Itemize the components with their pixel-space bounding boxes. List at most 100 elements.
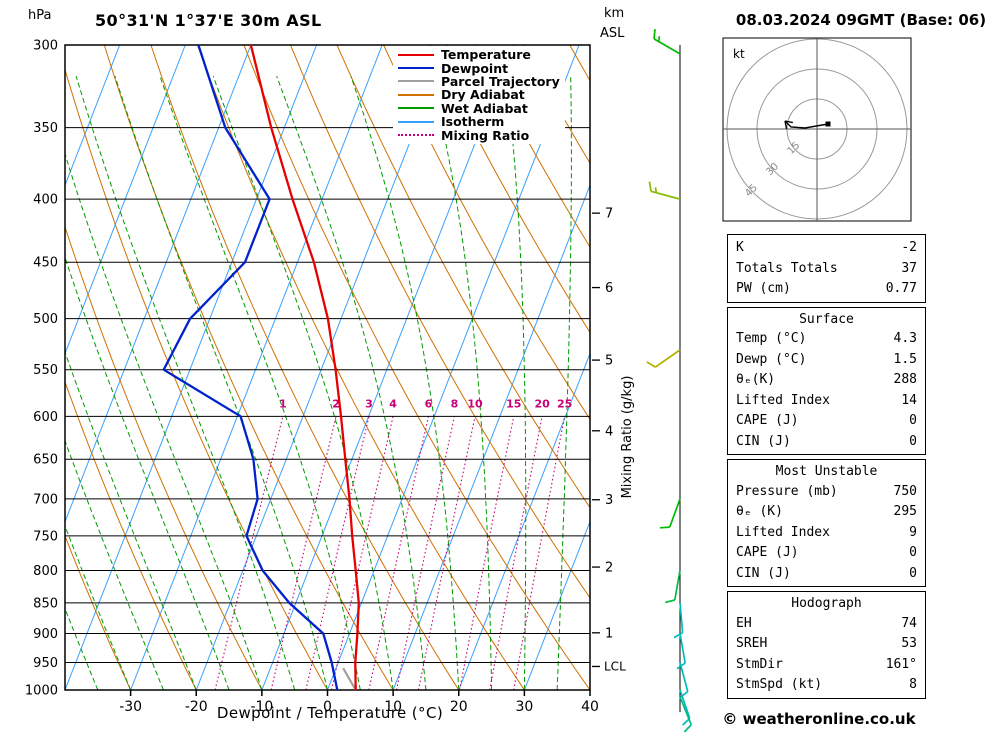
row-value: 0.77 <box>885 281 917 296</box>
table-row: Lifted Index 9 <box>728 523 925 544</box>
legend-item: Isotherm <box>398 115 560 128</box>
legend-line-swatch <box>398 53 434 56</box>
row-value: 53 <box>901 636 917 651</box>
row-label: Totals Totals <box>736 260 838 276</box>
isobars-and-pressure-labels: 300 350 400 450 500 550 600 650 700 750 800 850 900 9… <box>25 39 590 699</box>
row-label: SREH <box>736 636 768 651</box>
row-label: CIN (J) <box>736 565 791 581</box>
row-value: -2 <box>901 240 917 255</box>
svg-text:-20: -20 <box>185 699 208 715</box>
table-row: θₑ (K) 295 <box>728 502 925 523</box>
legend-line-swatch <box>398 80 434 83</box>
table-row: Dewp (°C) 1.5 <box>728 350 925 371</box>
svg-text:20: 20 <box>534 397 550 410</box>
svg-text:300: 300 <box>33 39 58 54</box>
table-row: CIN (J) 0 <box>728 432 925 453</box>
chart-legend: Temperature Dewpoint Parcel Trajectory Dry … <box>393 46 565 144</box>
svg-text:10: 10 <box>467 397 483 410</box>
row-label: CAPE (J) <box>736 545 799 560</box>
section-title: Surface <box>799 311 854 327</box>
legend-item: Temperature <box>398 48 560 61</box>
row-label: Lifted Index <box>736 524 830 540</box>
table-row: θₑ(K) 288 <box>728 370 925 391</box>
row-value: 1.5 <box>893 351 917 367</box>
svg-text:850: 850 <box>33 596 58 611</box>
table-row: SREH 53 <box>728 634 925 655</box>
table-row: CAPE (J) 0 <box>728 543 925 564</box>
legend-item: Dry Adiabat <box>398 88 560 101</box>
legend-label: Wet Adiabat <box>441 100 528 116</box>
row-label: CIN (J) <box>736 433 791 449</box>
pressure-unit-label: hPa <box>28 8 52 23</box>
section-title: Hodograph <box>791 596 862 611</box>
svg-text:40: 40 <box>581 699 599 715</box>
row-label: StmSpd (kt) <box>736 677 823 692</box>
table-row: K -2 <box>728 238 925 259</box>
table-row: Totals Totals 37 <box>728 259 925 280</box>
wet-adiabats <box>65 76 572 690</box>
mixing-ratio-labels: 1 2 3 4 6 8 10 15 20 25 <box>279 397 572 410</box>
temperature-curve <box>249 45 360 690</box>
svg-text:400: 400 <box>33 193 58 208</box>
table-row: StmDir 161° <box>728 655 925 676</box>
table-row: CIN (J) 0 <box>728 564 925 585</box>
hodograph-box: Hodograph EH 74 SREH 53 StmDir 161° StmSpd (kt)… <box>727 591 926 699</box>
isotherms <box>65 45 590 690</box>
altitude-unit-asl-label: ASL <box>600 26 625 41</box>
svg-text:1000: 1000 <box>25 684 58 699</box>
x-axis-label: Dewpoint / Temperature (°C) <box>216 704 444 722</box>
svg-text:6: 6 <box>425 397 433 410</box>
surface-box: Surface Temp (°C) 4.3 Dewp (°C) 1.5 θₑ(K) 288 L… <box>727 306 926 455</box>
row-label: K <box>736 240 744 255</box>
svg-text:750: 750 <box>33 529 58 544</box>
legend-line-swatch <box>398 107 434 110</box>
legend-label: Mixing Ratio <box>441 127 530 143</box>
svg-text:kt: kt <box>733 47 745 61</box>
table-row: CAPE (J) 0 <box>728 411 925 432</box>
indices-box: K -2 Totals Totals 37 PW (cm) 0.77 <box>727 234 926 303</box>
table-row: Pressure (mb) 750 <box>728 482 925 503</box>
km-axis-ticks: 1 2 3 4 5 6 7 LCL <box>592 207 626 673</box>
parcel-curve <box>342 667 357 690</box>
table-row: Temp (°C) 4.3 <box>728 329 925 350</box>
svg-text:700: 700 <box>33 492 58 507</box>
svg-text:5: 5 <box>605 354 613 369</box>
svg-text:25: 25 <box>557 397 572 410</box>
svg-text:1: 1 <box>605 626 613 641</box>
svg-text:500: 500 <box>33 312 58 327</box>
hodograph-trace <box>784 120 829 129</box>
svg-text:650: 650 <box>33 453 58 468</box>
svg-text:10: 10 <box>384 699 402 715</box>
storm-motion-marker <box>825 121 831 127</box>
svg-text:3: 3 <box>605 493 613 508</box>
svg-text:-10: -10 <box>250 699 273 715</box>
dewpoint-curve <box>162 45 339 690</box>
legend-label: Isotherm <box>441 114 505 130</box>
legend-line-swatch <box>398 67 434 70</box>
row-label: Temp (°C) <box>736 331 807 346</box>
table-row: StmSpd (kt) 8 <box>728 675 925 696</box>
svg-text:30: 30 <box>515 699 533 715</box>
svg-text:8: 8 <box>451 397 459 410</box>
svg-text:0: 0 <box>323 699 332 715</box>
row-label: θₑ (K) <box>736 504 783 519</box>
location-title: 50°31'N 1°37'E 30m ASL <box>95 11 322 30</box>
table-row: PW (cm) 0.77 <box>728 279 925 300</box>
section-title: Most Unstable <box>775 464 878 479</box>
row-label: Dewp (°C) <box>736 351 807 367</box>
svg-text:7: 7 <box>605 207 613 222</box>
svg-text:900: 900 <box>33 627 58 642</box>
row-label: Pressure (mb) <box>736 483 838 499</box>
most-unstable-box: Most Unstable Pressure (mb) 750 θₑ (K) 295 Li… <box>727 459 926 587</box>
svg-text:1: 1 <box>279 397 287 410</box>
row-value: 14 <box>901 392 917 408</box>
legend-label: Dry Adiabat <box>441 87 525 103</box>
svg-text:20: 20 <box>450 699 468 715</box>
svg-text:6: 6 <box>605 281 613 296</box>
row-value: 0 <box>909 413 917 428</box>
svg-text:2: 2 <box>605 561 613 576</box>
svg-text:-30: -30 <box>119 699 142 715</box>
